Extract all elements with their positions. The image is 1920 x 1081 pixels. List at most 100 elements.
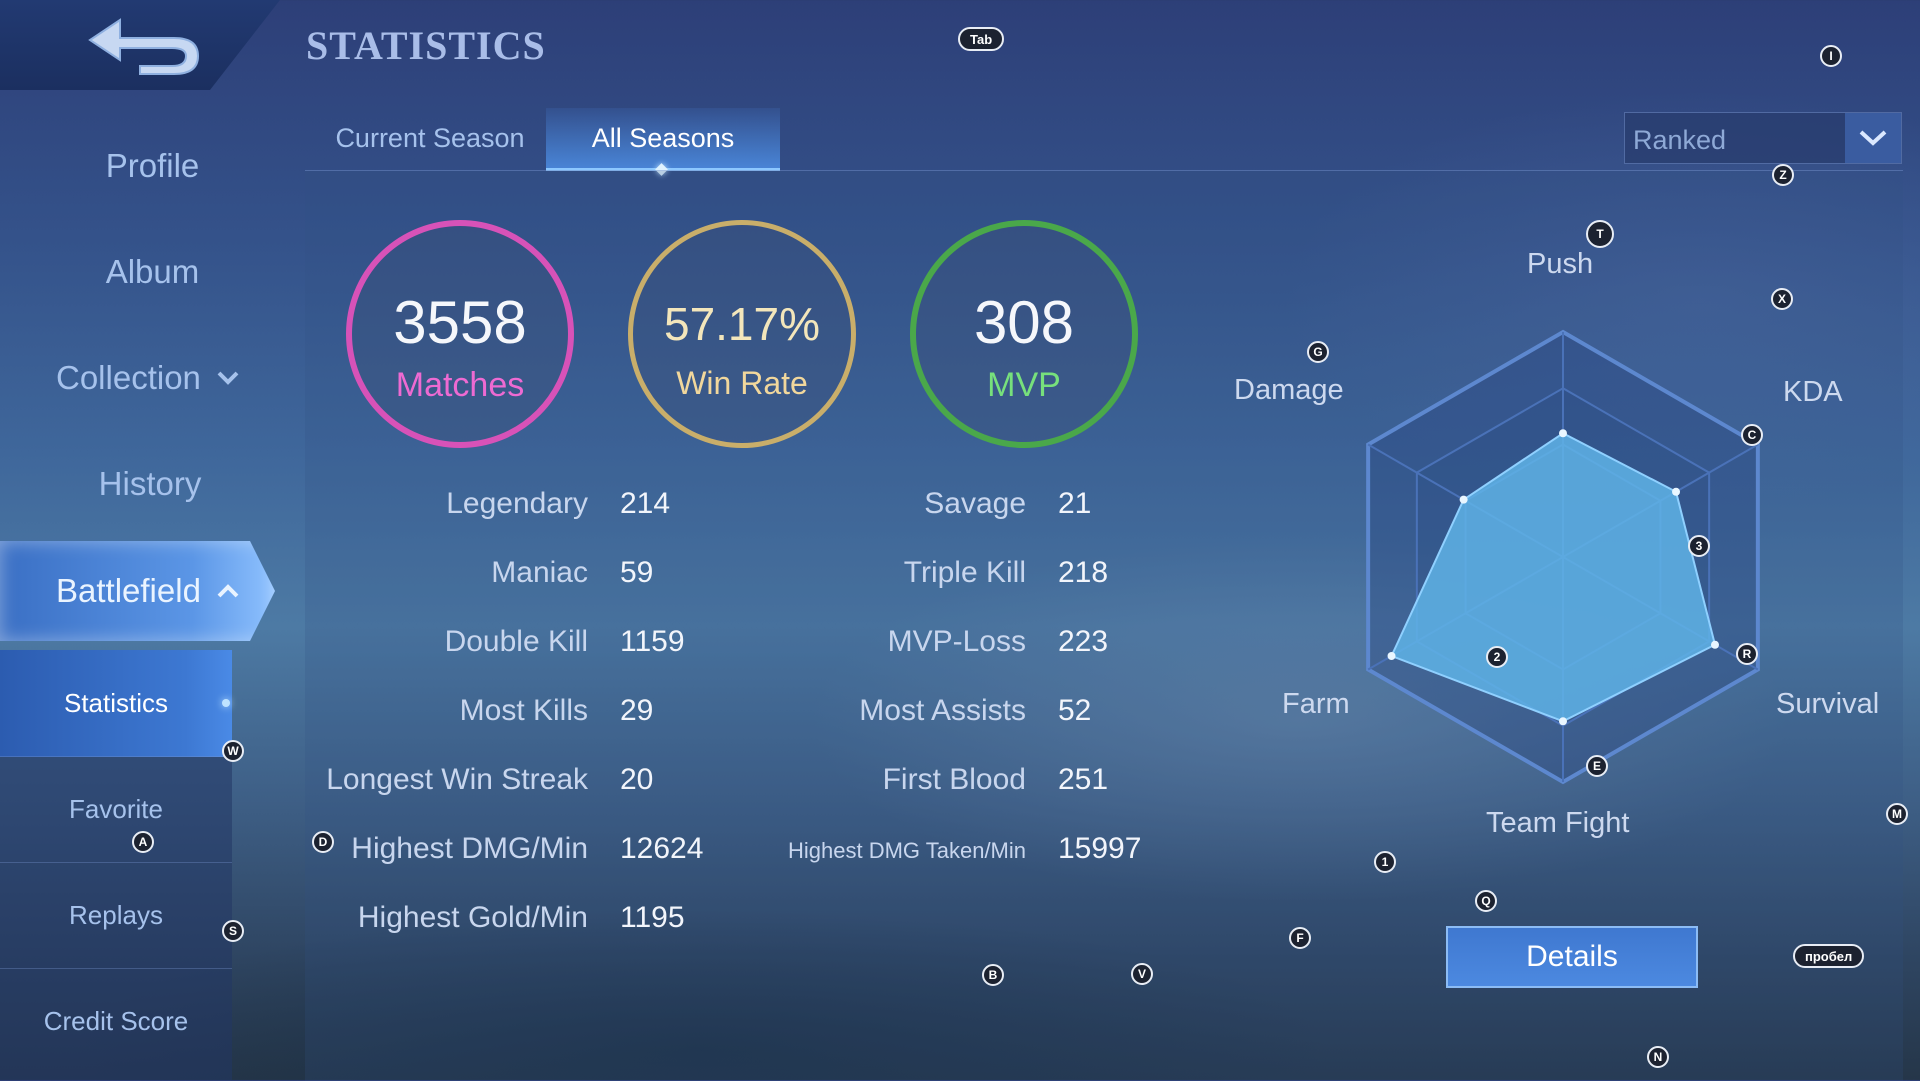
tab-current-season[interactable]: Current Season bbox=[320, 108, 540, 168]
win-rate-circle: 57.17% Win Rate bbox=[628, 220, 856, 448]
stat-label: Highest DMG/Min bbox=[351, 832, 588, 865]
sidebar-item-album[interactable]: Album bbox=[0, 222, 305, 322]
win-rate-value: 57.17% bbox=[663, 298, 820, 350]
stat-label: Most Kills bbox=[459, 694, 588, 727]
hotkey-badge-b: B bbox=[982, 964, 1004, 986]
tab-label: All Seasons bbox=[591, 122, 735, 153]
sidebar-item-label: Collection bbox=[56, 359, 201, 396]
sidebar-item-label: Album bbox=[105, 253, 200, 290]
sidebar-item-profile[interactable]: Profile bbox=[0, 116, 305, 216]
chevron-down-icon bbox=[217, 365, 239, 391]
matches-circle: 3558 Matches bbox=[346, 220, 574, 448]
hotkey-badge-x: X bbox=[1771, 288, 1793, 310]
hotkey-badge-tab: Tab bbox=[958, 27, 1005, 51]
stat-value: 1159 bbox=[620, 625, 685, 658]
mvp-circle: 308 MVP bbox=[910, 220, 1138, 448]
stat-label: Double Kill bbox=[444, 625, 588, 658]
sidebar-item-battlefield[interactable]: Battlefield bbox=[0, 541, 275, 641]
win-rate-label: Win Rate bbox=[676, 365, 808, 401]
back-button[interactable] bbox=[80, 10, 210, 80]
hotkey-badge-3: 3 bbox=[1688, 535, 1710, 557]
hotkey-badge-w: W bbox=[222, 740, 244, 762]
tab-label: Current Season bbox=[335, 122, 525, 153]
radar-label-farm: Farm bbox=[1282, 688, 1350, 720]
stat-label: Maniac bbox=[491, 556, 588, 589]
hotkey-badge-m: M bbox=[1886, 803, 1908, 825]
stat-value: 223 bbox=[1058, 625, 1109, 658]
radar-label-survival: Survival bbox=[1776, 688, 1880, 720]
mode-select[interactable]: Ranked bbox=[1624, 112, 1902, 164]
sidebar-subitem-label: Statistics bbox=[63, 687, 169, 718]
sidebar-item-label: Profile bbox=[105, 147, 200, 184]
matches-value: 3558 bbox=[393, 289, 527, 356]
stat-label: Highest Gold/Min bbox=[357, 901, 588, 934]
radar-value-point bbox=[1672, 487, 1681, 496]
stat-label: Legendary bbox=[446, 487, 588, 520]
stat-value: 20 bbox=[620, 763, 654, 796]
stat-value: 251 bbox=[1058, 763, 1109, 796]
stat-label: Triple Kill bbox=[903, 556, 1026, 589]
radar-value-point bbox=[1459, 495, 1468, 504]
hotkey-badge-z: Z bbox=[1772, 164, 1794, 186]
chevron-down-icon bbox=[1845, 113, 1901, 163]
mvp-value: 308 bbox=[973, 289, 1075, 356]
stat-label: First Blood bbox=[882, 763, 1026, 796]
stat-value: 214 bbox=[620, 487, 671, 520]
sidebar-subpanel: Statistics Favorite Replays Credit Score bbox=[0, 650, 232, 1080]
page-title: STATISTICS bbox=[306, 23, 546, 68]
hotkey-badge-d: D bbox=[312, 831, 334, 853]
stat-value: 59 bbox=[620, 556, 654, 589]
radar-label-damage: Damage bbox=[1234, 374, 1344, 406]
back-arrow-icon bbox=[88, 18, 200, 75]
sidebar-item-history[interactable]: History bbox=[0, 434, 300, 534]
radar-chart bbox=[1366, 329, 1760, 785]
hotkey-badge-n: N bbox=[1647, 1046, 1669, 1068]
hotkey-badge-r: R bbox=[1736, 643, 1758, 665]
sidebar-subitem-label: Credit Score bbox=[43, 1005, 189, 1036]
hotkey-badge-t: T bbox=[1586, 220, 1614, 248]
matches-label: Matches bbox=[395, 366, 525, 404]
hotkey-badge-1: 1 bbox=[1374, 851, 1396, 873]
hotkey-badge-s: S bbox=[222, 920, 244, 942]
sidebar-item-label: History bbox=[98, 465, 202, 502]
tab-all-seasons[interactable]: All Seasons bbox=[546, 108, 780, 176]
hotkey-badge-i: I bbox=[1820, 45, 1842, 67]
sidebar-subitem-favorite[interactable]: Favorite bbox=[0, 756, 232, 863]
sidebar-subitem-label: Replays bbox=[69, 899, 163, 930]
sidebar-subitem-replays[interactable]: Replays bbox=[0, 862, 232, 969]
radar-label-push: Push bbox=[1527, 248, 1594, 280]
details-button[interactable]: Details bbox=[1446, 926, 1698, 988]
stat-value: 218 bbox=[1058, 556, 1109, 589]
hotkey-badge-2: 2 bbox=[1486, 646, 1508, 668]
hotkey-badge-q: Q bbox=[1475, 890, 1497, 912]
active-indicator-dot bbox=[222, 699, 230, 707]
hotkey-badge-a: A bbox=[132, 831, 154, 853]
sidebar-item-collection[interactable]: Collection bbox=[0, 328, 305, 428]
mode-select-value: Ranked bbox=[1633, 125, 1727, 155]
radar-label-kda: KDA bbox=[1783, 376, 1843, 408]
hotkey-badge-space: пробел bbox=[1793, 944, 1865, 968]
stat-value: 15997 bbox=[1058, 832, 1142, 865]
hotkey-badge-v: V bbox=[1131, 963, 1153, 985]
stat-label: MVP-Loss bbox=[887, 625, 1026, 658]
radar-value-point bbox=[1559, 717, 1567, 726]
stat-value: 21 bbox=[1058, 487, 1092, 520]
radar-value-point bbox=[1710, 640, 1719, 649]
sidebar-subitem-credit-score[interactable]: Credit Score bbox=[0, 968, 232, 1074]
stat-value: 52 bbox=[1058, 694, 1092, 727]
sidebar-subitem-label: Favorite bbox=[69, 793, 163, 824]
stat-label: Most Assists bbox=[859, 694, 1026, 727]
radar-label-team-fight: Team Fight bbox=[1486, 807, 1630, 839]
details-label: Details bbox=[1526, 940, 1618, 973]
radar-value-point bbox=[1559, 429, 1567, 438]
stat-value: 12624 bbox=[620, 832, 704, 865]
chevron-up-icon bbox=[217, 578, 239, 604]
sidebar-subitem-statistics[interactable]: Statistics bbox=[0, 650, 232, 757]
sidebar-item-label: Battlefield bbox=[56, 572, 201, 609]
hotkey-badge-c: C bbox=[1741, 424, 1763, 446]
hotkey-badge-f: F bbox=[1289, 927, 1311, 949]
radar-value-point bbox=[1387, 652, 1396, 660]
stat-label: Highest DMG Taken/Min bbox=[787, 838, 1026, 863]
stat-label: Savage bbox=[924, 487, 1026, 520]
stat-value: 29 bbox=[620, 694, 654, 727]
